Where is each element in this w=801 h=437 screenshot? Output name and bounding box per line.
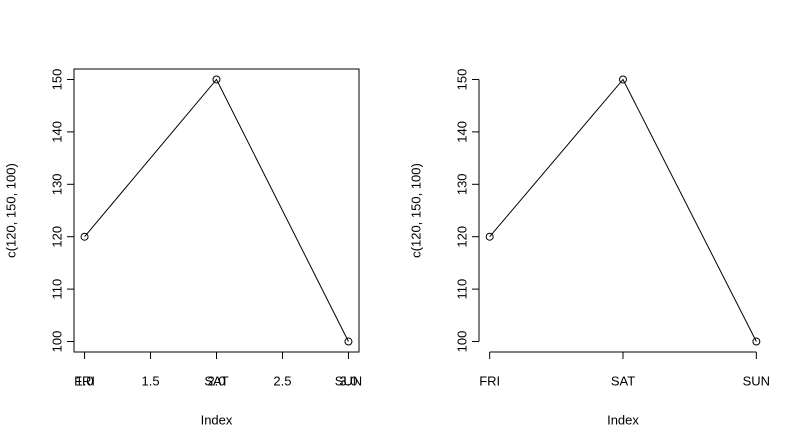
y-tick-label: 100 — [454, 331, 469, 353]
data-point — [212, 75, 221, 84]
data-point — [485, 232, 494, 241]
x-tick-label: 1.5 — [141, 373, 159, 388]
x-category-label: SAT — [204, 373, 228, 388]
y-tick-label: 140 — [49, 121, 64, 143]
data-point — [80, 232, 89, 241]
data-line — [489, 78, 757, 342]
y-axis-label: c(120, 150, 100) — [408, 163, 423, 258]
data-point — [619, 75, 627, 84]
y-tick-label: 130 — [49, 173, 64, 195]
y-tick-label: 110 — [49, 279, 64, 300]
x-category-label: SAT — [611, 373, 635, 388]
x-axis-label: Index — [201, 412, 233, 427]
x-category-label: FRI — [479, 373, 500, 388]
y-tick-label: 130 — [454, 173, 469, 195]
data-point — [752, 337, 761, 346]
data-point — [344, 337, 353, 346]
y-tick-label: 120 — [49, 226, 64, 248]
x-tick-label: 2.0 — [207, 373, 225, 388]
y-tick-label: 110 — [454, 279, 469, 300]
x-category-label: SUN — [335, 373, 362, 388]
y-tick-label: 120 — [454, 226, 469, 248]
x-category-label: FRI — [74, 373, 95, 388]
y-axis-label: c(120, 150, 100) — [3, 163, 18, 258]
plot-box — [73, 68, 360, 353]
x-tick-label: 1.0 — [76, 373, 94, 388]
y-tick-label: 140 — [454, 121, 469, 143]
y-tick-label: 150 — [49, 69, 64, 91]
x-category-label: SUN — [743, 373, 770, 388]
x-axis-label: Index — [607, 412, 639, 427]
y-tick-label: 100 — [49, 331, 64, 353]
y-tick-label: 150 — [454, 69, 469, 91]
x-tick-label: 3.0 — [339, 373, 357, 388]
data-line — [84, 78, 349, 342]
x-tick-label: 2.5 — [273, 373, 291, 388]
